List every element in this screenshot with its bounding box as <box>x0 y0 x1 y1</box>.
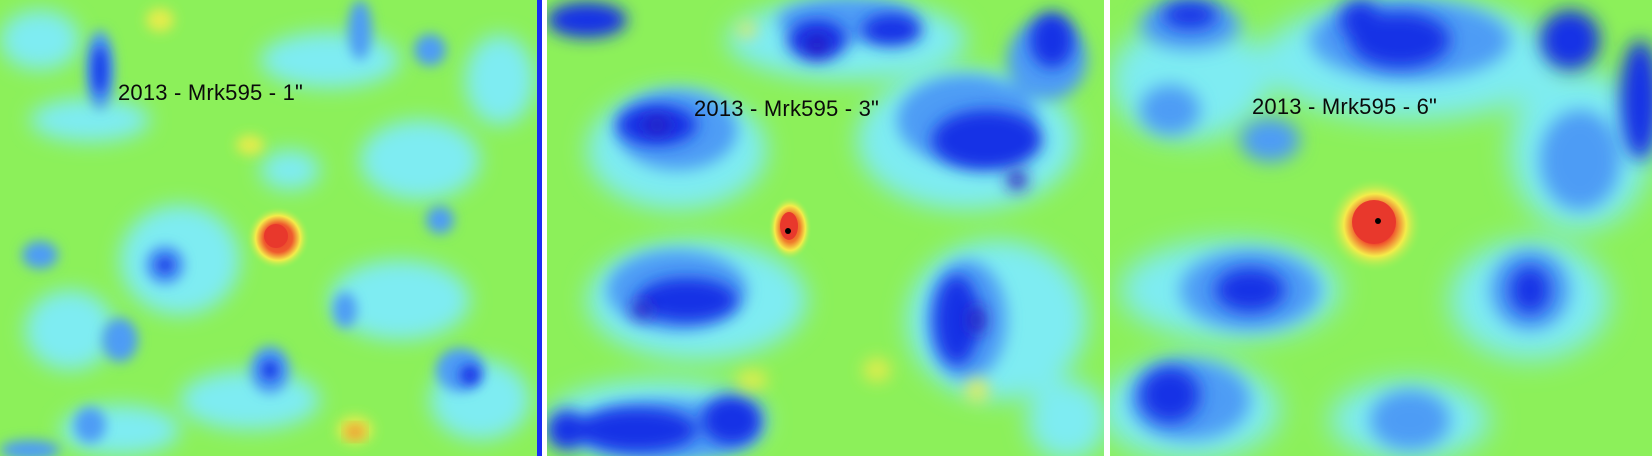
cyan-noise <box>0 10 535 455</box>
blue-noise <box>0 0 484 456</box>
heatmap-1 <box>0 0 537 456</box>
peak-marker-3 <box>1375 218 1381 224</box>
heatmap-2 <box>547 0 1104 456</box>
sky-map-panel-2: 2013 - Mrk595 - 3" <box>547 0 1104 456</box>
heatmap-3 <box>1110 0 1652 456</box>
sky-map-panel-3: 2013 - Mrk595 - 6" <box>1110 0 1652 456</box>
peak-marker-2 <box>785 228 791 234</box>
yellow-noise <box>736 22 989 402</box>
source-core-2 <box>780 212 798 240</box>
panel-label-1: 2013 - Mrk595 - 1" <box>118 80 304 105</box>
sky-map-panel-1: 2013 - Mrk595 - 1" <box>0 0 537 456</box>
panel-label-2: 2013 - Mrk595 - 3" <box>694 96 880 121</box>
blue-noise <box>1140 0 1652 423</box>
deep-blue-noise <box>632 35 1027 334</box>
panel-label-3: 2013 - Mrk595 - 6" <box>1252 94 1438 119</box>
panel-divider-blue <box>537 0 542 456</box>
deep-blue-noise <box>93 45 480 385</box>
source-core-3 <box>1352 200 1396 244</box>
panel-divider <box>542 0 547 456</box>
orange-spot <box>345 424 365 440</box>
source-core-1 <box>264 224 288 248</box>
panel-divider <box>1104 0 1110 456</box>
